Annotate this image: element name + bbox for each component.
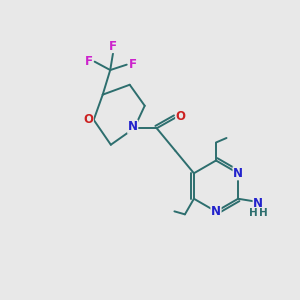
Text: N: N [233,167,243,180]
Text: O: O [83,113,93,126]
Text: N: N [253,197,263,210]
Text: O: O [176,110,186,123]
Text: H: H [259,208,268,218]
Text: N: N [211,205,221,218]
Text: F: F [129,58,137,71]
Text: F: F [109,40,117,52]
Text: H: H [249,208,258,218]
Text: N: N [128,120,138,133]
Text: F: F [85,55,93,68]
